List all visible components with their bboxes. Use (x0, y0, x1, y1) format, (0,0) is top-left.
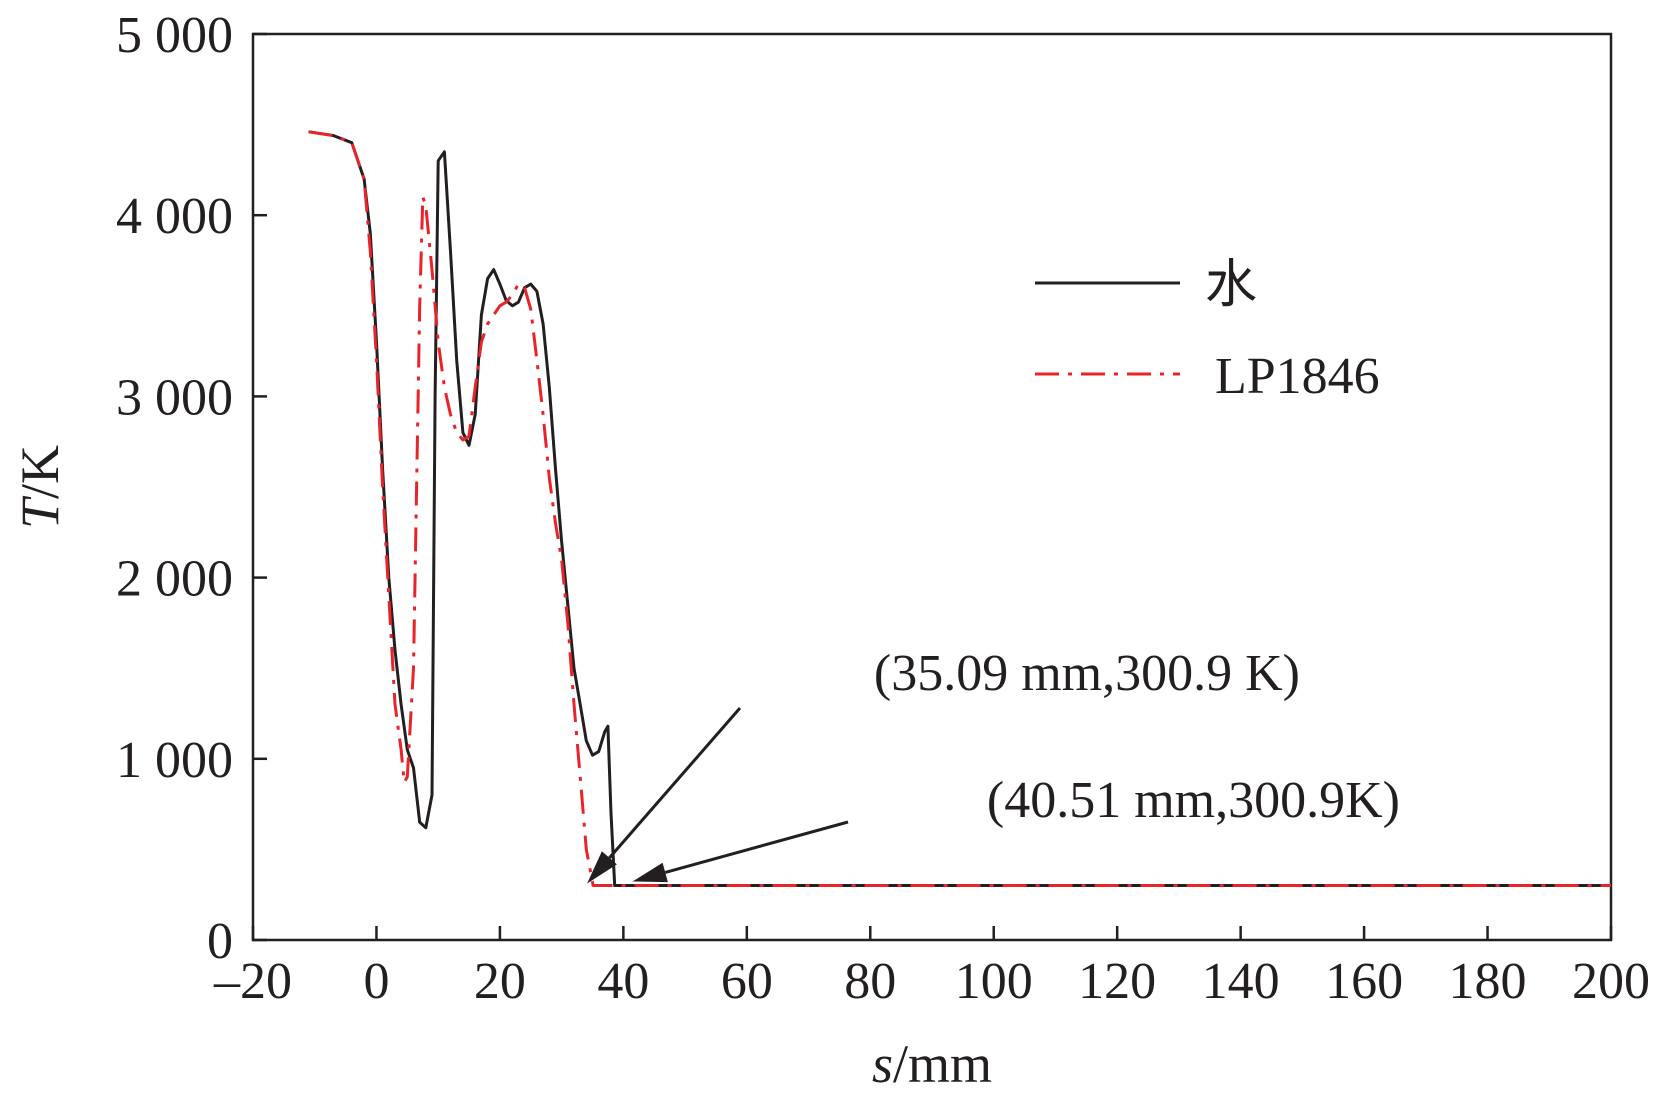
x-tick-label: 100 (955, 953, 1033, 1010)
annotation-label: (35.09 mm,300.9 K) (874, 645, 1300, 702)
annotation-arrow-line (664, 820, 849, 874)
x-tick-label: 120 (1078, 953, 1156, 1010)
y-tick-label: 2 000 (116, 551, 233, 608)
annotation-label: (40.51 mm,300.9K) (987, 772, 1400, 829)
y-tick-label: 3 000 (116, 369, 233, 426)
y-axis-title: T/K (10, 445, 70, 529)
annotations: (35.09 mm,300.9 K) (40.51 mm,300.9K) (587, 645, 1400, 884)
y-tick-label: 5 000 (116, 7, 233, 64)
legend-label-lp1846: LP1846 (1215, 348, 1380, 405)
series-line-water (308, 130, 1611, 887)
plot-area (251, 32, 1613, 942)
legend-label-water: 水 (1205, 257, 1257, 314)
annotation-arrow-line (608, 707, 742, 859)
x-tick-label: 180 (1449, 953, 1527, 1010)
x-tick-label: 60 (721, 953, 773, 1010)
series-line-lp1846 (308, 130, 1611, 887)
x-tick-label: 0 (363, 953, 389, 1010)
x-tick-label: 200 (1572, 953, 1650, 1010)
y-tick-label: 0 (207, 913, 233, 970)
x-axis-ticks: –20 0 20 40 60 80 100 120 140 160 180 200 (213, 926, 1650, 1010)
x-axis-title: s/mm (872, 1034, 992, 1094)
x-tick-label: 20 (474, 953, 526, 1010)
annotation-arrow-head (632, 862, 668, 883)
x-tick-label: –20 (213, 953, 292, 1010)
annotation-arrow-head (587, 851, 617, 884)
legend: 水 LP1846 (1035, 257, 1380, 405)
x-tick-label: 40 (597, 953, 649, 1010)
x-tick-label: 160 (1325, 953, 1403, 1010)
series-layer (308, 130, 1611, 887)
y-axis-ticks: 0 1 000 2 000 3 000 4 000 5 000 (116, 7, 267, 970)
y-tick-label: 4 000 (116, 188, 233, 245)
x-tick-label: 80 (844, 953, 896, 1010)
y-tick-label: 1 000 (116, 732, 233, 789)
x-tick-label: 140 (1202, 953, 1280, 1010)
